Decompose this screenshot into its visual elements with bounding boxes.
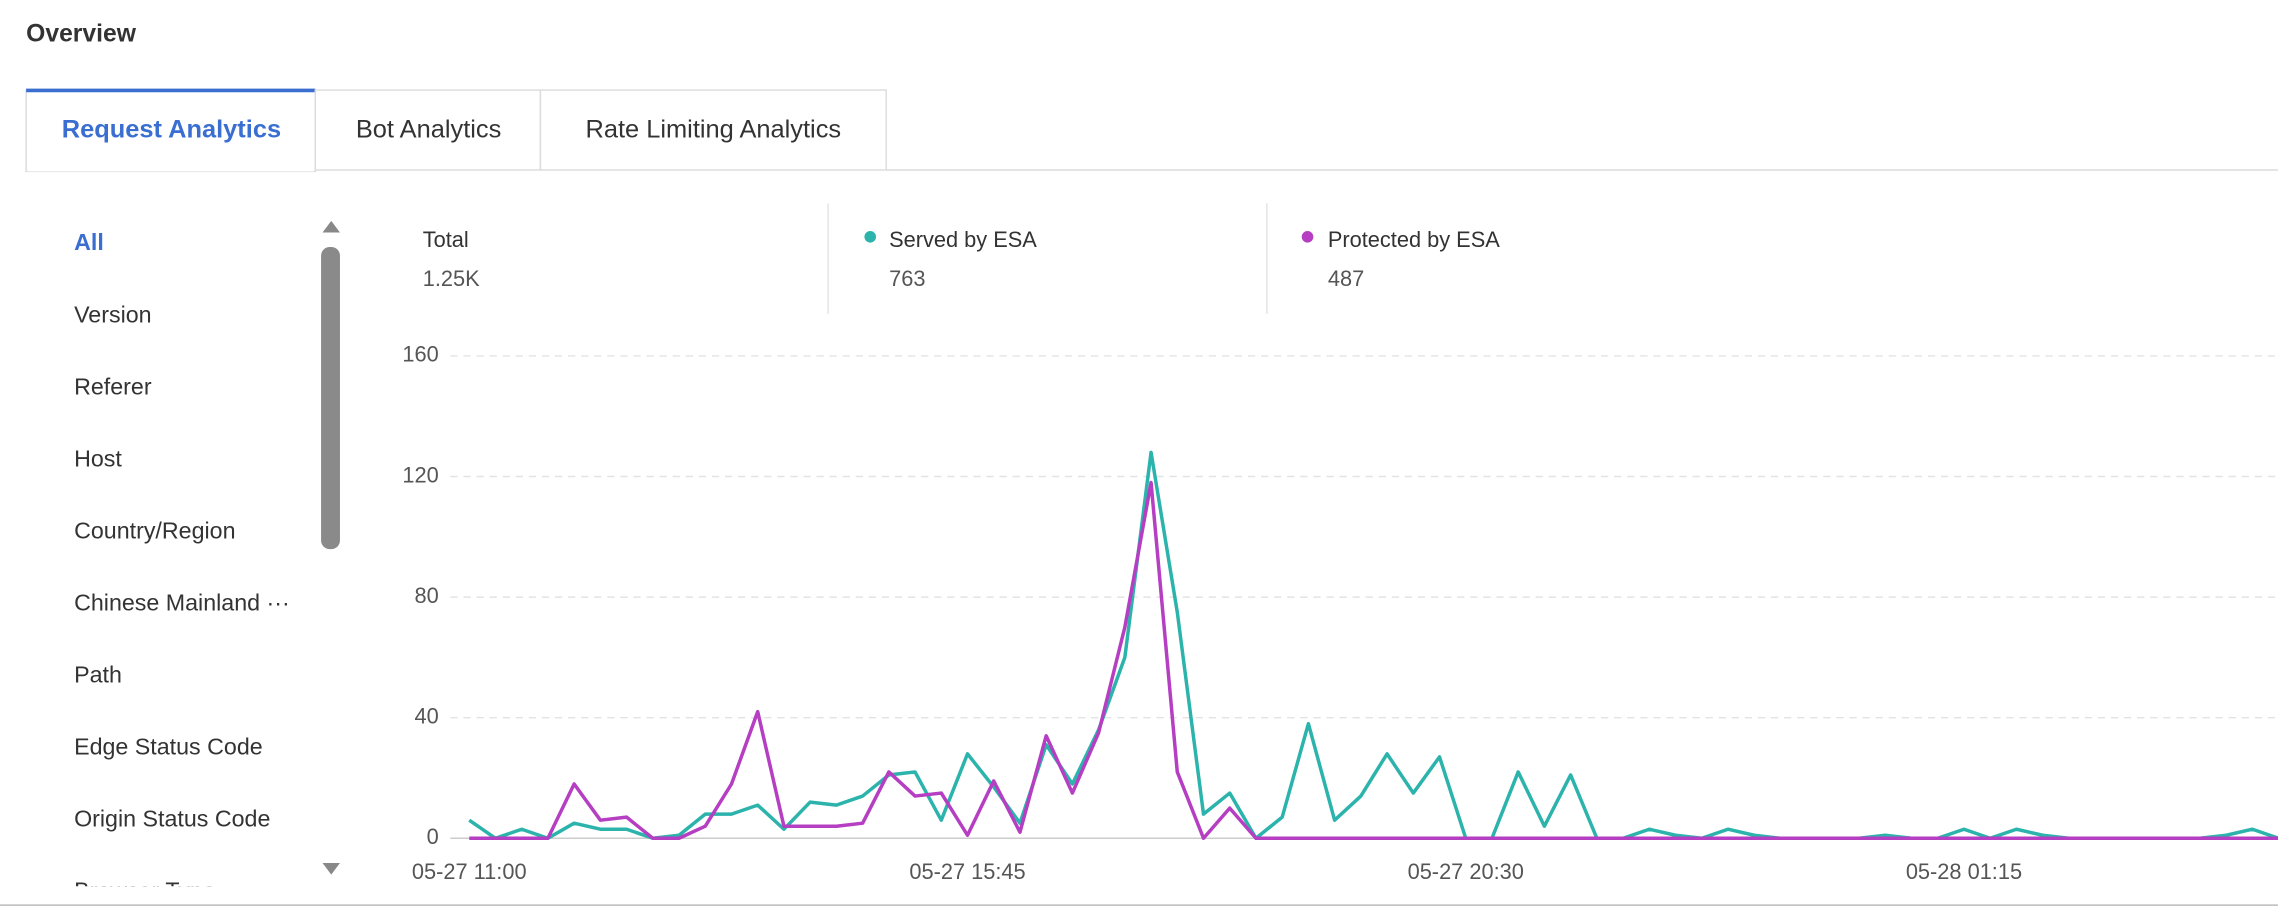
x-tick-label: 05-27 20:30: [1408, 859, 1524, 884]
stat-value: 763: [889, 266, 925, 291]
sidebar-item[interactable]: Origin Status Code: [74, 806, 270, 832]
y-tick-label: 160: [402, 342, 438, 367]
tab-box: [314, 89, 542, 171]
sidebar-item[interactable]: All: [74, 229, 104, 255]
stat-value: 487: [1328, 266, 1364, 291]
sidebar-item[interactable]: Edge Status Code: [74, 734, 263, 760]
scroll-down[interactable]: [322, 862, 340, 875]
active-tab-indicator: [26, 88, 316, 93]
sidebar-item[interactable]: Host: [74, 445, 122, 471]
legend-dot: [1301, 230, 1314, 243]
legend-dot: [864, 230, 877, 243]
scrollbar-thumb[interactable]: [321, 246, 340, 550]
stat-label: Total: [423, 227, 469, 252]
plot: [468, 450, 2278, 841]
stat-value: 1.25K: [423, 266, 480, 291]
page-title: Overview: [26, 20, 137, 47]
sidebar-item[interactable]: Version: [74, 301, 152, 327]
series-line: [469, 480, 2278, 841]
series-line: [468, 450, 2278, 841]
y-tick-label: 80: [415, 583, 439, 608]
tab-box: [539, 89, 887, 171]
y-tick-label: 120: [402, 462, 438, 487]
sidebar: All Version Referer Host Country/Region Chine…: [74, 229, 290, 904]
x-tick-label: 05-27 11:00: [412, 859, 527, 884]
y-tick-label: 0: [427, 824, 439, 849]
scroll-up[interactable]: [322, 220, 340, 233]
tab[interactable]: Bot Analytics: [356, 115, 501, 143]
sidebar-item[interactable]: Browser Type: [74, 878, 216, 904]
tab[interactable]: Rate Limiting Analytics: [586, 115, 842, 143]
y-tick-label: 40: [415, 703, 439, 728]
sidebar-item[interactable]: Referer: [74, 373, 152, 399]
tab[interactable]: Request Analytics: [62, 115, 281, 143]
x-tick-label: 05-27 15:45: [909, 859, 1025, 884]
sidebar-item[interactable]: Chinese Mainland ···: [74, 590, 290, 616]
legend-label: Served by ESA: [889, 227, 1037, 252]
x-tick-label: 05-28 01:15: [1906, 859, 2022, 884]
sidebar-item[interactable]: Country/Region: [74, 517, 235, 543]
sidebar-item[interactable]: Path: [74, 662, 122, 688]
legend-label: Protected by ESA: [1328, 227, 1500, 252]
